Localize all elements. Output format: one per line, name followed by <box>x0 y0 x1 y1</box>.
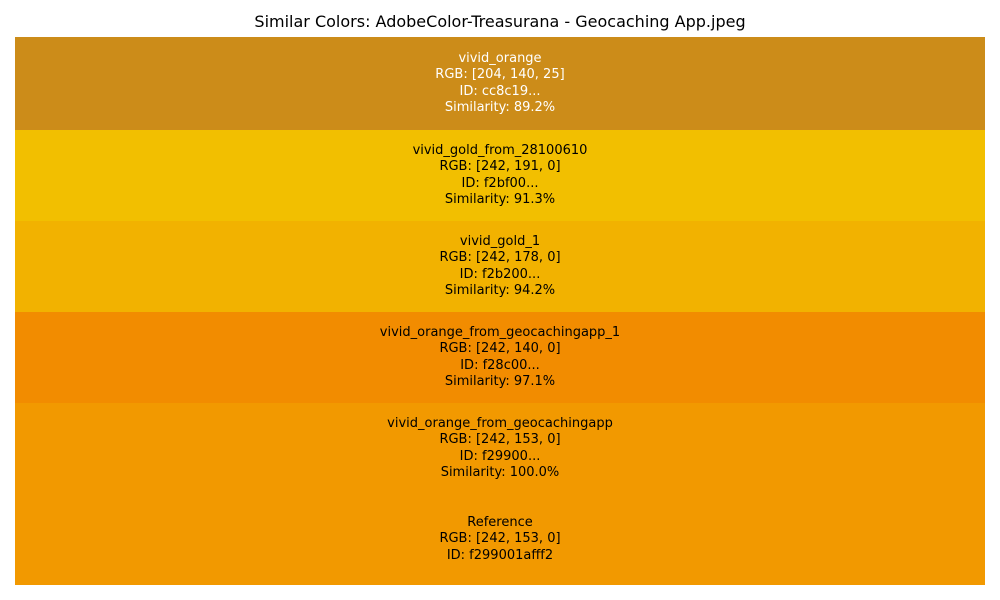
swatch-name: vivid_gold_from_28100610 <box>412 142 588 158</box>
swatch-similarity: Similarity: 91.3% <box>444 191 556 207</box>
swatch-rgb: RGB: [204, 140, 25] <box>435 67 565 83</box>
swatch-name: Reference <box>467 515 533 531</box>
swatch-id: ID: cc8c19... <box>459 83 541 99</box>
swatch-stack: vivid_orange RGB: [204, 140, 25] ID: cc8c1… <box>15 37 985 585</box>
swatch-rgb: RGB: [242, 178, 0] <box>439 250 561 266</box>
swatch-id: ID: f28c00... <box>460 357 540 373</box>
swatch-similarity: Similarity: 97.1% <box>444 373 556 389</box>
chart-title: Similar Colors: AdobeColor-Treasurana - … <box>254 12 746 31</box>
swatch-similarity: Similarity: 94.2% <box>444 282 556 298</box>
color-swatch: vivid_orange RGB: [204, 140, 25] ID: cc8c1… <box>15 37 985 130</box>
swatch-name: vivid_orange_from_geocachingapp <box>387 415 613 431</box>
swatch-rgb: RGB: [242, 153, 0] <box>439 432 561 448</box>
swatch-id: ID: f299001afff2 <box>446 547 554 563</box>
swatch-rgb: RGB: [242, 153, 0] <box>439 531 561 547</box>
swatch-name: vivid_orange <box>458 50 542 66</box>
swatch-id: ID: f29900... <box>459 448 541 464</box>
swatch-id: ID: f2bf00... <box>461 175 539 191</box>
swatch-id: ID: f2b200... <box>459 266 541 282</box>
swatch-rgb: RGB: [242, 191, 0] <box>439 159 561 175</box>
swatch-name: vivid_orange_from_geocachingapp_1 <box>379 324 621 340</box>
color-swatch: vivid_orange_from_geocachingapp RGB: [242… <box>15 403 985 494</box>
color-swatch: vivid_orange_from_geocachingapp_1 RGB: [2… <box>15 312 985 403</box>
swatch-similarity: Similarity: 89.2% <box>444 99 556 115</box>
swatch-rgb: RGB: [242, 140, 0] <box>439 341 561 357</box>
swatch-similarity: Similarity: 100.0% <box>440 464 560 480</box>
reference-swatch: Reference RGB: [242, 153, 0] ID: f299001af… <box>15 494 985 585</box>
color-swatch: vivid_gold_from_28100610 RGB: [242, 191, … <box>15 130 985 221</box>
color-swatch: vivid_gold_1 RGB: [242, 178, 0] ID: f2b200… <box>15 221 985 312</box>
swatch-name: vivid_gold_1 <box>459 233 541 249</box>
